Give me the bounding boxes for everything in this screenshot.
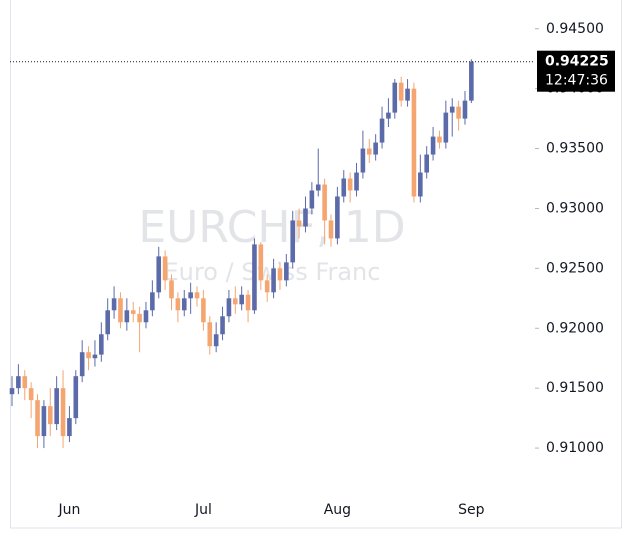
y-tick-label: 0.92500 — [546, 260, 604, 276]
candle-body — [118, 298, 123, 323]
candle-body — [213, 334, 219, 347]
candle-body — [252, 244, 257, 311]
candle-body — [322, 184, 327, 221]
candle-body — [226, 298, 232, 317]
candle-body — [175, 298, 181, 311]
candle-body — [469, 61, 474, 101]
last-price-box — [537, 50, 615, 92]
candle-body — [79, 352, 85, 377]
watermark-symbol: EURCHF, 1D — [138, 202, 405, 253]
candle-body — [169, 280, 174, 299]
candle-body — [181, 298, 187, 311]
candle-body — [28, 388, 34, 401]
candle-body — [47, 406, 53, 425]
candle-body — [373, 142, 378, 155]
candle-body — [418, 172, 423, 197]
candle-body — [188, 292, 193, 299]
candle-body — [271, 268, 276, 293]
candle-body — [424, 154, 429, 173]
x-tick-label: Aug — [324, 502, 351, 518]
candle-body — [156, 256, 162, 293]
candle-body — [60, 388, 66, 437]
candle-body — [22, 376, 28, 389]
frame — [10, 0, 622, 529]
candle-body — [284, 262, 289, 281]
candle-body — [462, 100, 468, 119]
candle-body — [54, 388, 59, 425]
candle-body — [360, 148, 366, 173]
candle-body — [137, 313, 142, 323]
candle-body — [366, 148, 372, 155]
candle-body — [143, 310, 149, 323]
countdown-label: 12:47:36 — [545, 73, 608, 89]
candle-body — [162, 256, 168, 281]
y-tick-label: 0.93000 — [546, 200, 604, 216]
candle-body — [194, 292, 200, 299]
candle-body — [67, 418, 72, 437]
candle-body — [35, 400, 40, 437]
candle-body — [220, 316, 225, 335]
y-tick-label: 0.92000 — [546, 320, 604, 336]
candle-body — [41, 406, 47, 437]
candle-body — [398, 82, 404, 101]
candle-body — [258, 244, 264, 281]
candle-body — [405, 88, 410, 101]
candle-body — [150, 292, 155, 311]
candle-body — [386, 112, 391, 119]
candle-body — [201, 298, 206, 323]
candle-body — [105, 310, 110, 335]
candle-body — [264, 280, 270, 293]
candle-body — [73, 376, 79, 419]
candle-body — [99, 334, 104, 355]
y-tick-label: 0.91500 — [546, 380, 604, 396]
last-price-label: 0.94225 — [545, 54, 609, 70]
candle-body — [207, 322, 213, 347]
candle-body — [124, 310, 130, 323]
candle-body — [309, 190, 315, 209]
candle-body — [86, 352, 91, 359]
candle-body — [277, 268, 283, 281]
candle-body — [92, 354, 98, 359]
candle-body — [443, 112, 449, 143]
candle-body — [437, 136, 442, 143]
candle-body — [233, 298, 238, 305]
candle-body — [111, 298, 117, 311]
candle-body — [392, 82, 398, 113]
candle-body — [328, 220, 334, 239]
candle-body — [411, 88, 417, 197]
candle-body — [354, 172, 359, 191]
x-tick-label: Sep — [458, 502, 485, 518]
y-tick-label: 0.91000 — [546, 440, 604, 456]
x-tick-label: Jun — [57, 502, 80, 518]
candle-body — [9, 388, 15, 395]
candle-body — [245, 294, 251, 311]
candle-body — [379, 118, 385, 143]
candle-body — [335, 196, 340, 239]
candle-body — [303, 208, 308, 227]
candle-body — [239, 294, 244, 305]
candle-body — [296, 220, 302, 227]
x-tick-label: Jul — [194, 502, 212, 518]
candle-body — [341, 178, 347, 197]
candle-body — [456, 106, 461, 119]
candle-body — [347, 178, 353, 191]
candle-body — [16, 376, 21, 389]
y-tick-label: 0.94500 — [546, 21, 604, 37]
y-tick-label: 0.93500 — [546, 141, 604, 157]
candle-body — [449, 106, 455, 113]
candle-body — [290, 220, 296, 263]
candle-body — [130, 310, 136, 314]
candle-body — [315, 184, 321, 191]
candle-body — [430, 136, 436, 155]
